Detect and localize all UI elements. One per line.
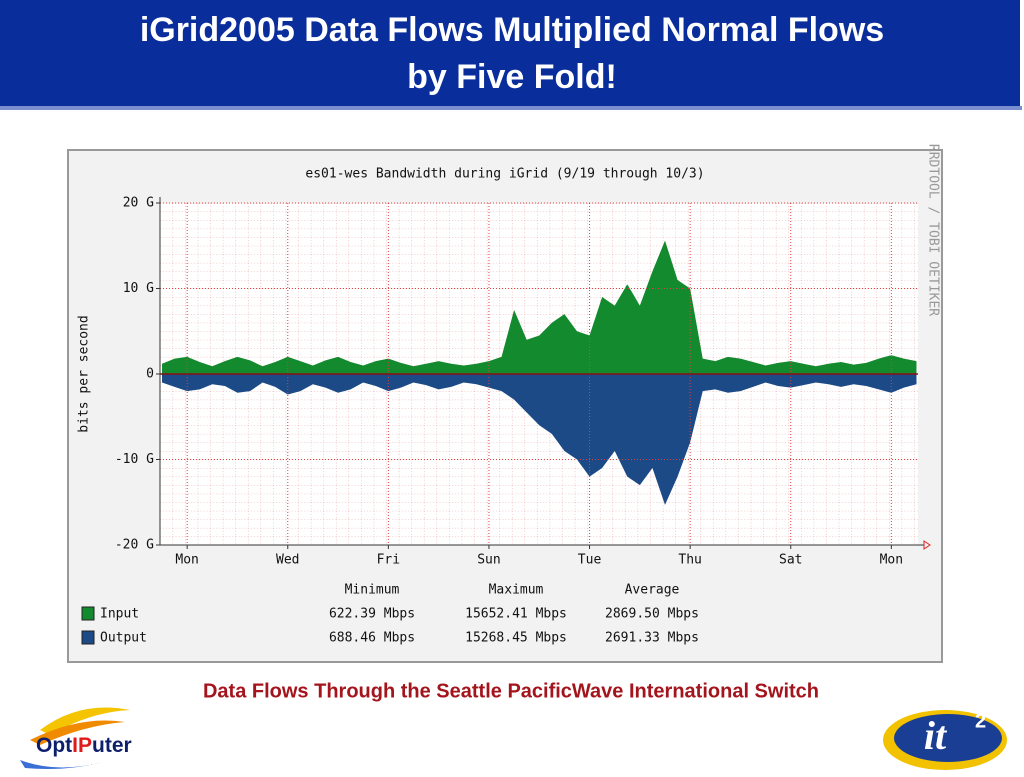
x-tick-label: Thu <box>678 553 701 568</box>
caption: Data Flows Through the Seattle PacificWa… <box>203 680 819 702</box>
stats-header: Average <box>625 583 680 598</box>
slide-title: iGrid2005 Data Flows Multiplied Normal F… <box>140 11 884 49</box>
legend-label: Output <box>100 631 147 646</box>
logo-text: 2 <box>975 710 986 732</box>
title-band <box>0 0 1020 108</box>
x-tick-label: Sun <box>477 553 500 568</box>
logo-text: it <box>924 713 948 758</box>
plot <box>162 240 917 505</box>
chart-title: es01-wes Bandwidth during iGrid (9/19 th… <box>305 167 704 182</box>
stats-value: 15268.45 Mbps <box>465 631 567 646</box>
title-band-shadow <box>0 106 1022 110</box>
logo-text: uter <box>92 734 132 757</box>
x-tick-label: Sat <box>779 553 802 568</box>
y-axis-label: bits per second <box>77 315 92 432</box>
x-tick-label: Mon <box>880 553 903 568</box>
stats-header: Minimum <box>345 583 400 598</box>
x-tick-label: Mon <box>175 553 198 568</box>
area <box>162 240 917 374</box>
legend-swatch <box>81 606 95 621</box>
stats-value: 622.39 Mbps <box>329 607 415 622</box>
stats-value: 688.46 Mbps <box>329 631 415 646</box>
y-tick-label: 10 G <box>123 281 154 296</box>
area <box>162 374 917 505</box>
x-tick-label: Fri <box>377 553 400 568</box>
logo-left: OptIPuter <box>20 707 132 769</box>
logo-text: Opt <box>36 734 72 757</box>
stats-value: 2691.33 Mbps <box>605 631 699 646</box>
svg-text:OptIPuter: OptIPuter <box>36 734 132 757</box>
stats-header: Maximum <box>489 583 544 598</box>
x-tick-label: Tue <box>578 553 602 568</box>
y-tick-label: -20 G <box>115 538 154 553</box>
credit: RRDTOOL / TOBI OETIKER <box>926 144 941 316</box>
x-axis-arrow <box>923 540 931 550</box>
stats-value: 2869.50 Mbps <box>605 607 699 622</box>
logo-text: IP <box>72 734 92 757</box>
y-tick-label: 20 G <box>123 196 154 211</box>
legend-swatch <box>81 630 95 645</box>
logo-right: it 2 <box>883 710 1007 770</box>
slide-title: by Five Fold! <box>407 58 617 96</box>
y-tick-label: 0 <box>146 367 154 382</box>
y-tick-label: -10 G <box>115 452 154 467</box>
x-tick-label: Wed <box>276 553 299 568</box>
stats-value: 15652.41 Mbps <box>465 607 567 622</box>
legend-label: Input <box>100 607 139 622</box>
